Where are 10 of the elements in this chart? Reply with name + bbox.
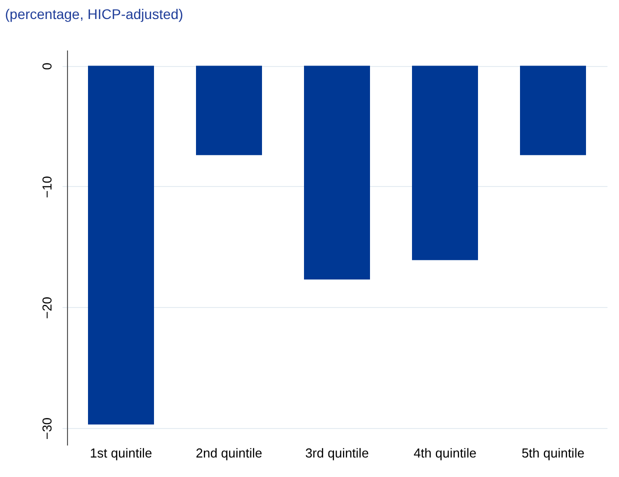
y-tick-label: −10 — [40, 176, 54, 198]
x-tick-label: 3rd quintile — [305, 446, 369, 460]
x-tick-label: 1st quintile — [90, 446, 152, 460]
y-tick-label: 0 — [40, 62, 54, 70]
x-tick-label: 5th quintile — [522, 446, 584, 460]
y-tick-label: −30 — [40, 418, 54, 440]
x-tick-label: 2nd quintile — [196, 446, 262, 460]
y-tick-label: −20 — [40, 296, 54, 319]
x-tick-label: 4th quintile — [414, 446, 476, 460]
chart-title: (percentage, HICP-adjusted) — [5, 6, 184, 22]
